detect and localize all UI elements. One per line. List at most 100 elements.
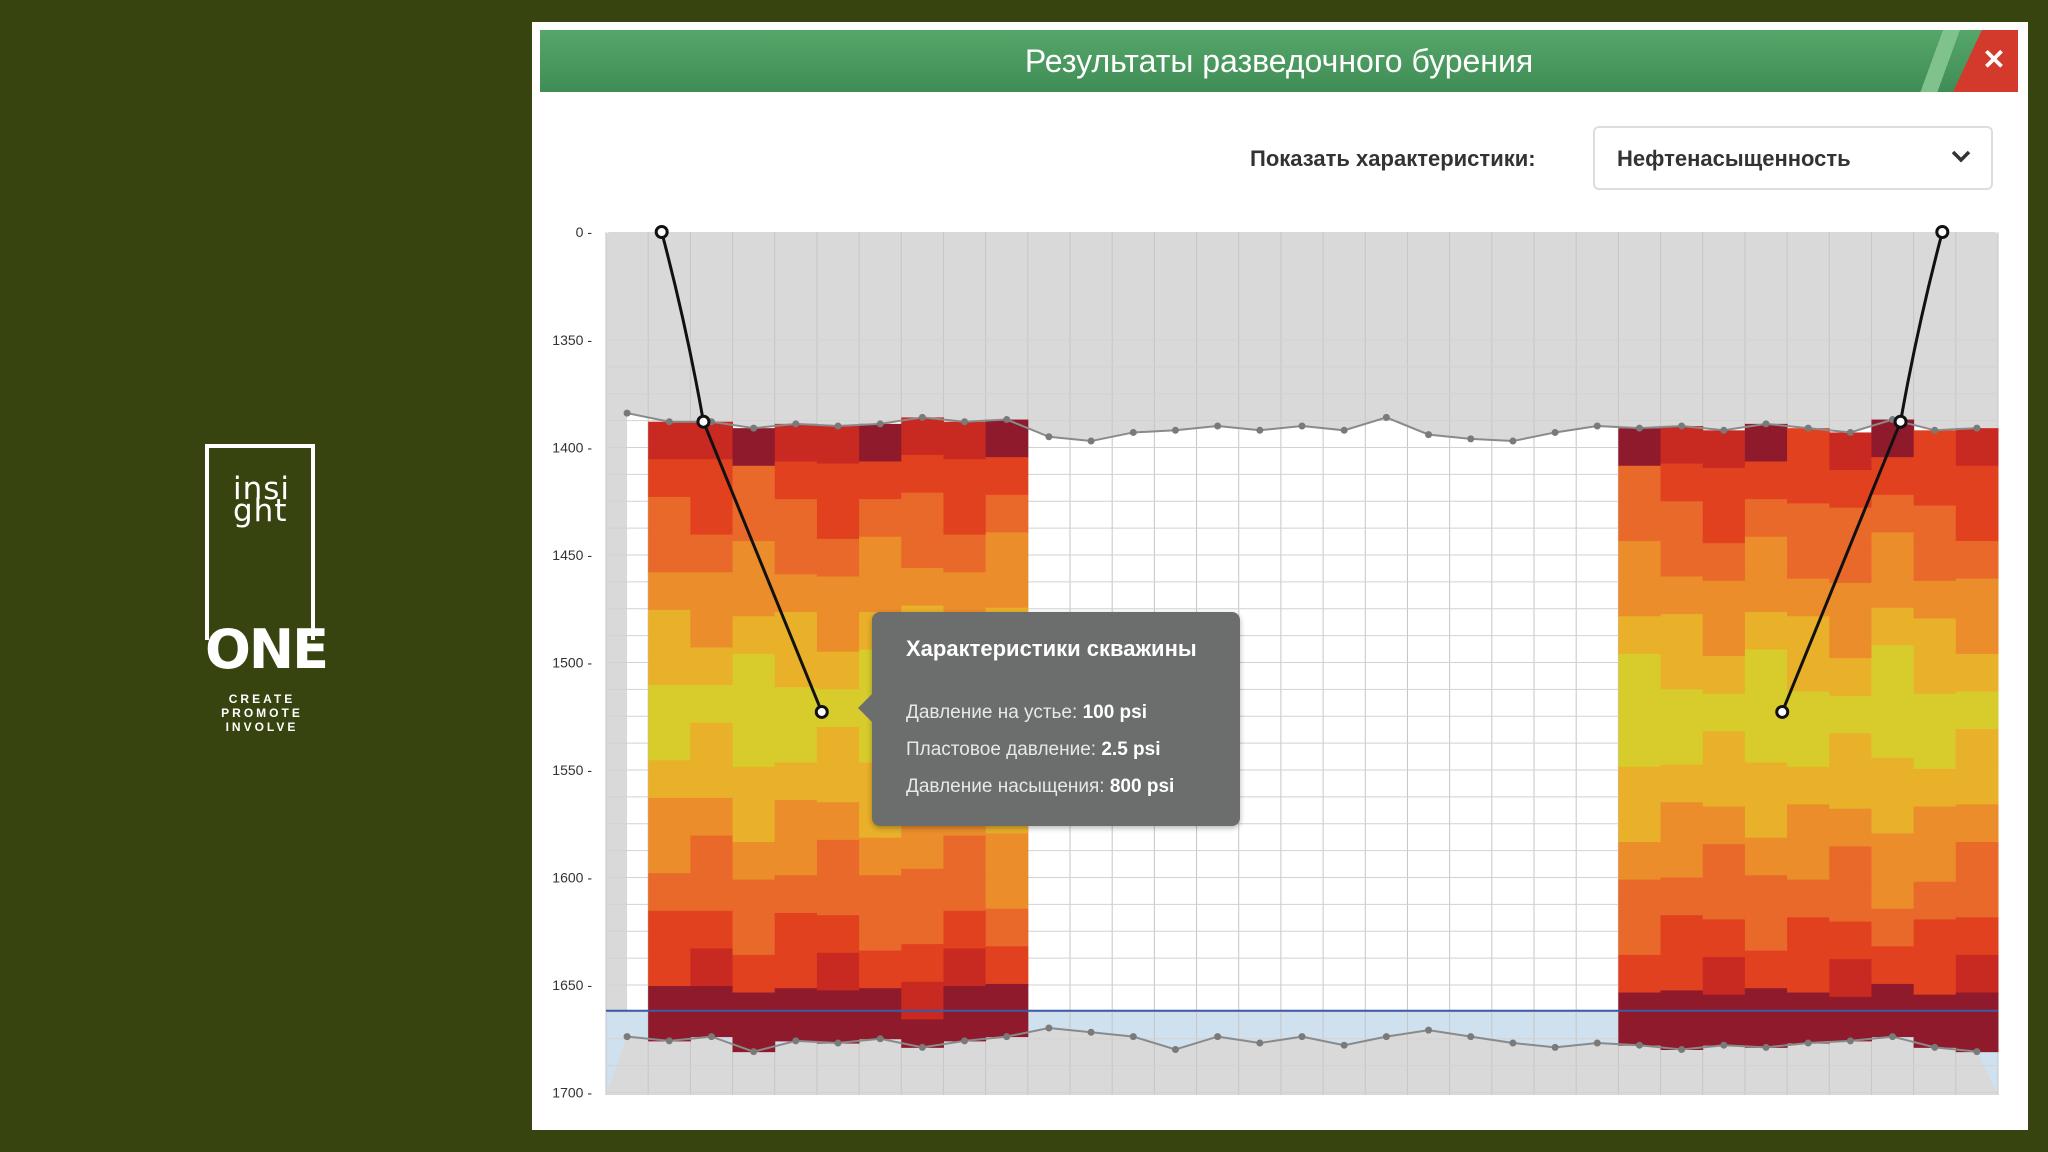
heat-cell (732, 428, 776, 467)
surface-point (834, 422, 842, 430)
close-icon[interactable]: ✕ (1982, 44, 2006, 75)
heat-cell (859, 988, 902, 1027)
heat-cell (774, 423, 818, 462)
surface-point (1720, 1041, 1728, 1049)
surface-point (1762, 420, 1770, 428)
y-tick-label: 0 - (576, 224, 593, 240)
heat-cell (1829, 733, 1872, 772)
heat-cell (901, 567, 944, 607)
heat-cell (901, 455, 944, 494)
heat-cell (985, 570, 1029, 609)
heat-cell (1871, 607, 1915, 646)
heat-cell (1744, 536, 1788, 575)
heat-cell (1787, 917, 1830, 956)
heat-cell (1787, 729, 1830, 768)
surface-point (1678, 422, 1686, 430)
heat-cell (901, 1019, 944, 1048)
logo-word: insi ght (233, 471, 291, 529)
heat-cell (648, 609, 691, 648)
heat-cell (1702, 994, 1746, 1033)
heat-cell (1744, 875, 1788, 914)
surface-point (961, 418, 969, 426)
heat-cell (1829, 658, 1872, 697)
surface-point (1214, 1033, 1222, 1041)
heat-cell (1871, 946, 1915, 985)
well-point (654, 225, 669, 239)
heat-cell (1829, 846, 1872, 885)
tooltip-title: Характеристики скважины (906, 636, 1197, 661)
surface-point (665, 418, 673, 426)
heat-cell (774, 724, 818, 763)
heat-cell (985, 908, 1029, 947)
heat-cell (1744, 724, 1788, 763)
heat-cell (648, 948, 691, 987)
below-bottom-surface (606, 1028, 1998, 1095)
logo-brand: ONE (205, 618, 329, 681)
heat-cell (1702, 430, 1746, 469)
heat-cell (774, 611, 818, 651)
heat-cell (1618, 954, 1662, 994)
surface-point (1720, 426, 1728, 434)
heat-cell (1660, 689, 1704, 728)
y-tick-label: 1500 - (552, 655, 592, 671)
heat-cell (816, 764, 860, 803)
heat-cell (1618, 616, 1662, 655)
surface-point (1171, 1046, 1179, 1053)
heat-cell (774, 837, 818, 876)
heat-cell (1913, 543, 1957, 582)
surface-point (1593, 1039, 1601, 1047)
y-tick-label: 1650 - (552, 977, 592, 993)
surface-point (918, 1043, 926, 1051)
y-tick-label: 1350 - (552, 332, 592, 348)
surface-point (1003, 416, 1011, 424)
heat-cell (859, 461, 902, 500)
heat-cell (1787, 1030, 1830, 1044)
heat-cell (1744, 499, 1788, 538)
well-right-trajectory (1780, 231, 1944, 713)
heat-cell (732, 691, 776, 730)
heat-cell (690, 1023, 734, 1038)
surface-point (665, 1037, 673, 1045)
heat-cell (816, 990, 860, 1029)
surface-point (1509, 1039, 1517, 1047)
heat-cell (690, 760, 734, 799)
heat-cell (985, 1021, 1029, 1038)
tooltip-row: Давление на устье: 100 psi (906, 702, 1147, 723)
heat-cell (943, 986, 987, 1025)
heat-cell (1829, 432, 1872, 471)
heat-cell (774, 687, 818, 726)
filter-label: Показать характеристики: (1250, 146, 1536, 171)
heat-cell (1955, 729, 1999, 768)
heat-cell (732, 465, 776, 504)
y-tick-label: 1700 - (552, 1085, 592, 1101)
chevron-down-icon (1951, 150, 1971, 163)
well-point (1775, 704, 1790, 719)
heat-cell (1744, 837, 1788, 876)
heat-cell (1744, 800, 1788, 839)
heat-cell (1744, 950, 1788, 989)
heat-cell (690, 797, 734, 837)
heat-cell (732, 842, 776, 881)
heat-cell (1660, 501, 1704, 540)
logo-frame (205, 444, 315, 636)
heat-cell (1913, 467, 1957, 507)
heat-cell (1660, 651, 1704, 690)
heat-cell (1660, 576, 1704, 615)
heat-cell (1829, 582, 1872, 622)
heat-cell (690, 609, 734, 648)
heat-cell (1913, 731, 1957, 770)
heat-cell (1913, 957, 1957, 996)
heat-cell (943, 572, 987, 611)
heat-cell (1702, 919, 1746, 958)
heat-cell (774, 912, 818, 952)
surface-point (876, 1035, 884, 1043)
heat-cell (816, 614, 860, 653)
characteristic-select[interactable]: Нефтенасыщенность (1593, 126, 1993, 190)
heat-cell (1829, 620, 1872, 659)
heat-cell (1955, 1030, 1999, 1053)
heat-cell (732, 804, 776, 843)
surface-point (1340, 426, 1348, 434)
heat-cell (1744, 574, 1788, 613)
heat-cell (1787, 954, 1830, 994)
heat-cell (1744, 461, 1788, 500)
